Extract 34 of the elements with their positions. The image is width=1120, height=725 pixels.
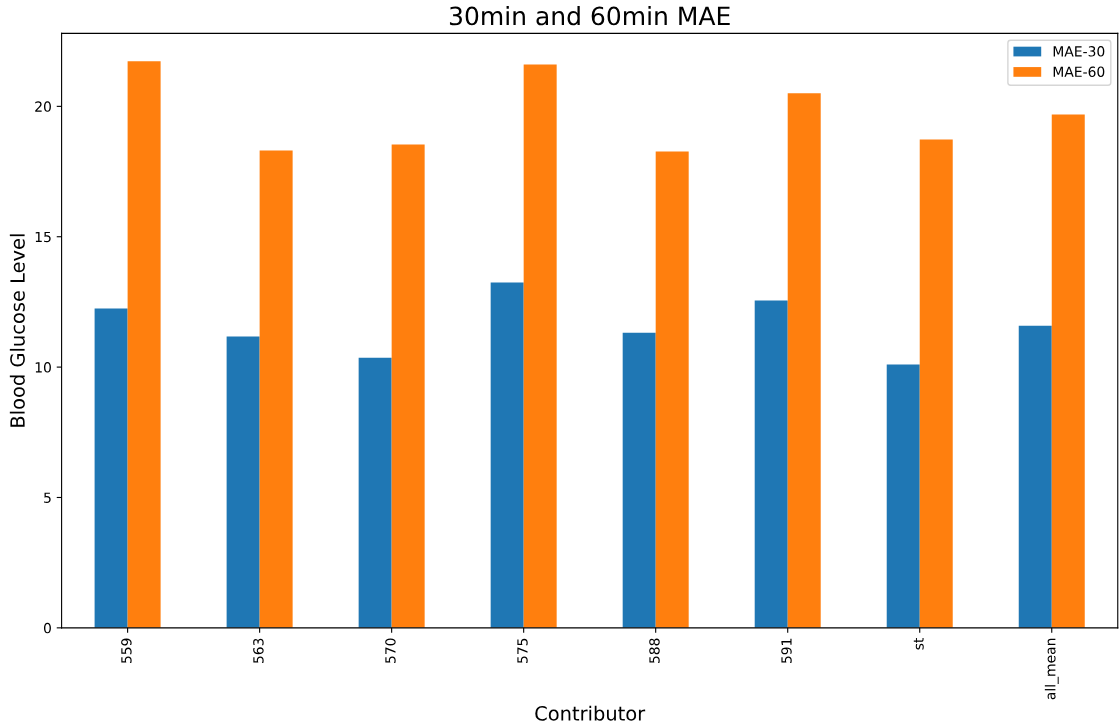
- x-tick-label: all_mean: [1044, 638, 1059, 700]
- bar: [1051, 114, 1085, 628]
- y-tick-label: 20: [35, 101, 51, 112]
- bar: [226, 336, 260, 628]
- y-tick-label: 15: [35, 231, 51, 243]
- legend-label: MAE-30: [1053, 46, 1105, 57]
- x-tick-label: 588: [649, 638, 660, 664]
- x-axis-title: Contributor: [535, 705, 646, 721]
- y-axis-title: Blood Glucose Level: [9, 234, 25, 427]
- bar: [127, 61, 161, 628]
- bar: [787, 93, 821, 628]
- bar: [94, 308, 128, 628]
- bar: [1018, 325, 1052, 628]
- y-tick-label: 0: [43, 622, 51, 634]
- x-tick-label: 570: [385, 638, 396, 664]
- bar: [754, 300, 788, 628]
- bar: [391, 144, 425, 628]
- bar: [655, 151, 689, 628]
- chart-title: 30min and 60min MAE: [449, 6, 730, 26]
- bar: [919, 139, 953, 628]
- bar: [622, 332, 656, 628]
- y-tick-label: 10: [35, 362, 51, 373]
- legend-label: MAE-60: [1053, 66, 1105, 77]
- bar: [523, 64, 557, 628]
- x-tick-label: st: [913, 637, 924, 650]
- bar: [886, 364, 920, 628]
- x-tick-label: 559: [121, 638, 132, 664]
- x-tick-label: 591: [781, 638, 792, 664]
- x-tick-label: 563: [253, 638, 264, 664]
- x-tick-label: 575: [517, 638, 528, 664]
- bar: [259, 150, 293, 628]
- bar: [490, 282, 524, 628]
- y-tick-label: 5: [44, 492, 51, 503]
- bar: [358, 357, 392, 628]
